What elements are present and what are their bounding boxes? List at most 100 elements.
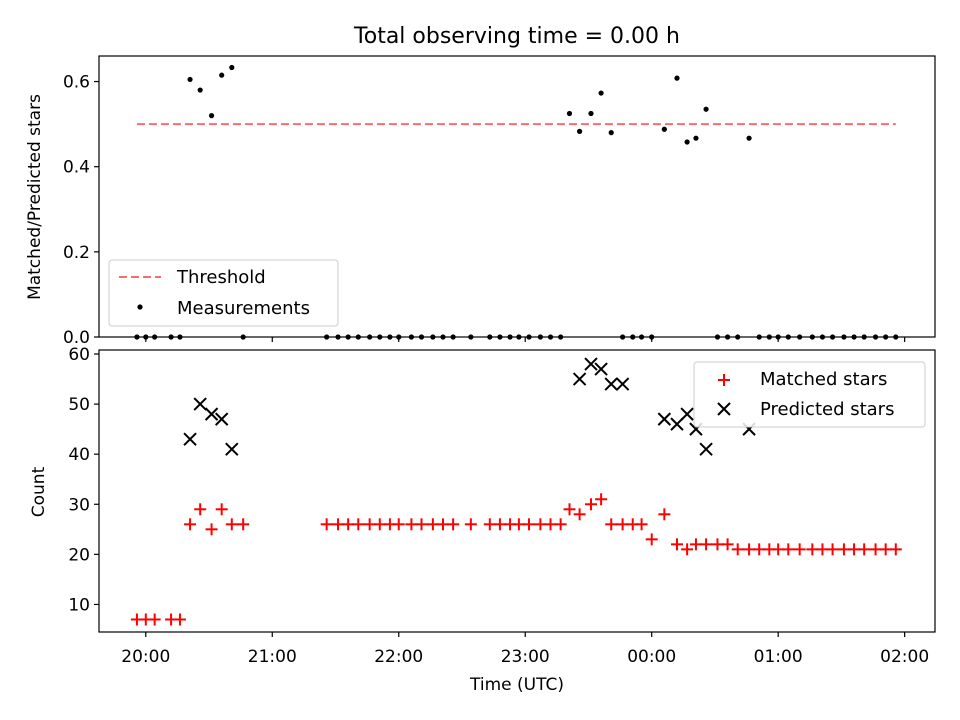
matched-star-point [363, 518, 376, 531]
matched-star-point [858, 543, 871, 556]
matched-star-point [426, 518, 439, 531]
matched-star-point [681, 543, 694, 556]
matched-star-point [447, 518, 460, 531]
count-y-axis: 10 20 30 40 50 60 [68, 345, 99, 615]
x-axis-label: Time (UTC) [469, 675, 564, 695]
count-y-tick-label: 40 [68, 445, 90, 465]
matched-star-point [816, 543, 829, 556]
predicted-star-point [615, 377, 630, 391]
predicted-star-point [193, 397, 207, 411]
predicted-star-point [225, 442, 239, 456]
matched-star-point [320, 518, 333, 531]
ratio-series-layer [134, 64, 899, 340]
matched-star-point [753, 543, 766, 556]
ratio-legend: Threshold Measurements [108, 259, 339, 327]
matched-star-point [869, 543, 882, 556]
matched-legend-label: Matched stars [760, 369, 887, 390]
measurement-point [693, 135, 699, 141]
count-y-tick-label: 20 [68, 545, 90, 565]
matched-star-point [194, 503, 207, 516]
measurement-point [588, 110, 594, 117]
matched-star-point [616, 518, 629, 531]
matched-star-point [342, 518, 355, 531]
matched-star-point [731, 543, 744, 556]
matched-star-point [464, 518, 477, 531]
predicted-star-point [204, 407, 219, 421]
measurement-point [608, 130, 614, 136]
matched-star-point [793, 543, 806, 556]
count-panel: 10 20 30 40 50 60 20:00 21:00 22:00 23:00 00:00 01… [29, 345, 936, 695]
count-y-tick-label: 30 [68, 495, 90, 515]
matched-star-point [605, 518, 618, 531]
predicted-star-point [604, 377, 618, 391]
ratio-legend-box [108, 259, 339, 327]
count-legend: Matched stars Predicted stars [693, 361, 926, 428]
measurement-point [577, 128, 583, 134]
measurement-point [746, 135, 752, 141]
matched-star-point [225, 518, 238, 531]
count-y-axis-label: Count [29, 466, 49, 517]
ratio-y-tick-label: 0.6 [63, 73, 90, 93]
matched-star-point [772, 543, 785, 556]
matched-star-point [635, 518, 648, 531]
matched-star-point [437, 518, 450, 531]
matched-star-point [889, 543, 902, 556]
matched-star-point [584, 498, 597, 511]
measurement-point [598, 90, 604, 96]
matched-star-point [148, 613, 161, 626]
time-x-tick-label: 23:00 [501, 647, 550, 667]
matched-legend-swatch [718, 374, 730, 386]
matched-star-point [523, 518, 536, 531]
matched-star-point [879, 543, 892, 556]
matched-star-point [670, 538, 683, 551]
count-legend-box [693, 361, 926, 428]
measurement-point [661, 126, 667, 132]
measurement-point [219, 72, 225, 78]
measurement-point [197, 87, 203, 93]
time-x-tick-label: 22:00 [374, 647, 423, 667]
matched-star-point [743, 543, 756, 556]
matched-star-point [205, 523, 218, 536]
measurement-point [187, 76, 193, 83]
matched-star-point [700, 538, 713, 551]
ratio-y-tick-label: 0.4 [63, 158, 90, 178]
predicted-star-point [584, 357, 598, 371]
ratio-y-tick-label: 0.0 [63, 328, 90, 348]
count-plot-frame [98, 349, 936, 633]
matched-star-point [806, 543, 819, 556]
predicted-star-point [594, 362, 608, 376]
matched-star-point [184, 518, 197, 531]
matched-star-point [563, 503, 576, 516]
matched-star-point [848, 543, 861, 556]
count-series-layer [130, 357, 902, 626]
matched-star-point [721, 538, 734, 551]
matched-star-point [173, 613, 186, 626]
measurement-point [229, 64, 235, 71]
chart-title: Total observing time = 0.00 h [353, 24, 680, 49]
ratio-x-tick-marks [145, 337, 906, 342]
measurement-point [674, 75, 680, 81]
ratio-y-axis: 0.0 0.2 0.4 0.6 [63, 73, 99, 348]
predicted-star-point [680, 407, 694, 421]
matched-star-point [595, 493, 608, 506]
matched-star-point [493, 518, 506, 531]
measurement-point [566, 110, 573, 117]
measurement-point [208, 113, 215, 119]
time-x-tick-label: 01:00 [754, 647, 803, 667]
measurements-legend-swatch [137, 304, 143, 310]
predicted-star-point [657, 412, 672, 426]
matched-star-point [554, 518, 567, 531]
matched-star-point [534, 518, 547, 531]
time-x-tick-label: 00:00 [627, 647, 676, 667]
matched-star-point [573, 508, 586, 521]
matched-star-point [658, 508, 671, 521]
time-x-tick-label: 21:00 [248, 647, 297, 667]
predicted-legend-swatch [717, 402, 731, 416]
matched-star-point [483, 518, 496, 531]
count-y-tick-label: 10 [68, 595, 90, 615]
matched-star-point [415, 518, 428, 531]
matched-star-point [352, 518, 365, 531]
predicted-star-point [214, 412, 229, 426]
matched-star-point [544, 518, 557, 531]
